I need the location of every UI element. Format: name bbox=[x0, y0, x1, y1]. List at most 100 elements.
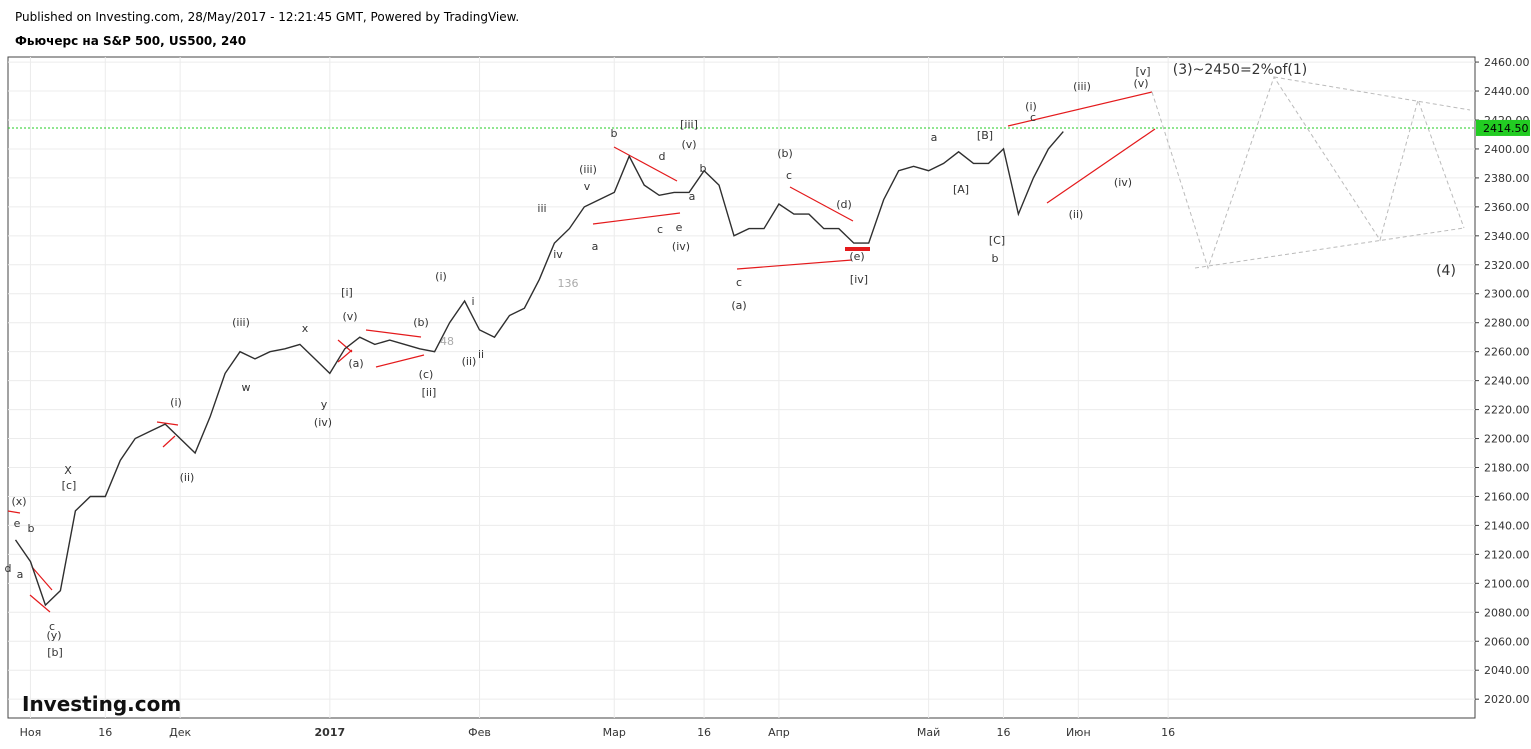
wave-label: (ii) bbox=[180, 471, 195, 484]
x-tick-label: Мар bbox=[603, 726, 626, 739]
wave-label: (i) bbox=[170, 396, 182, 409]
wave-label: [v] bbox=[1135, 65, 1150, 78]
y-tick-label: 2040.00 bbox=[1484, 664, 1530, 677]
wave-label: c bbox=[657, 223, 663, 236]
wave-label: c bbox=[736, 276, 742, 289]
x-tick-label: Июн bbox=[1066, 726, 1091, 739]
x-tick-label: 16 bbox=[98, 726, 112, 739]
wave-label: [b] bbox=[47, 646, 63, 659]
y-tick-label: 2440.00 bbox=[1484, 85, 1530, 98]
wave-label: e bbox=[676, 221, 683, 234]
x-tick-label: Апр bbox=[768, 726, 790, 739]
wave-label: (ii) bbox=[462, 355, 477, 368]
wave-label: (b) bbox=[777, 147, 793, 160]
wave-label: (v) bbox=[342, 310, 357, 323]
y-tick-label: 2180.00 bbox=[1484, 462, 1530, 475]
wave-label: [B] bbox=[977, 129, 993, 142]
y-tick-label: 2260.00 bbox=[1484, 346, 1530, 359]
wave-label: d bbox=[659, 150, 666, 163]
wave-label: i bbox=[471, 295, 474, 308]
wave-label: a bbox=[17, 568, 24, 581]
y-tick-label: 2160.00 bbox=[1484, 490, 1530, 503]
wave-label: ii bbox=[478, 348, 484, 361]
wave-label: [c] bbox=[62, 479, 77, 492]
logo: Investing.com bbox=[22, 692, 181, 716]
wave-label: (3)~2450=2%of(1) bbox=[1173, 62, 1307, 78]
last-price-box bbox=[1476, 119, 1530, 136]
wave-label: (a) bbox=[348, 357, 363, 370]
wave-label: (iv) bbox=[672, 240, 690, 253]
y-tick-label: 2300.00 bbox=[1484, 288, 1530, 301]
wave-label: (x) bbox=[11, 495, 26, 508]
chart-title: Фьючерс на S&P 500, US500, 240 bbox=[15, 34, 246, 48]
y-tick-label: 2320.00 bbox=[1484, 259, 1530, 272]
wave-label: (4) bbox=[1436, 263, 1456, 279]
wave-label: (iii) bbox=[232, 316, 250, 329]
wave-label: (e) bbox=[849, 250, 864, 263]
wave-label: [iii] bbox=[680, 118, 698, 131]
wave-label: [i] bbox=[341, 286, 353, 299]
x-tick-label: 2017 bbox=[315, 726, 346, 739]
projection bbox=[1151, 75, 1471, 270]
y-tick-label: 2100.00 bbox=[1484, 577, 1530, 590]
y-tick-label: 2280.00 bbox=[1484, 317, 1530, 330]
trendlines bbox=[7, 91, 1156, 613]
published: Published on Investing.com, 28/May/2017 … bbox=[15, 10, 519, 24]
y-tick-label: 2380.00 bbox=[1484, 172, 1530, 185]
y-tick-label: 2020.00 bbox=[1484, 693, 1530, 706]
wave-label: (iv) bbox=[1114, 176, 1132, 189]
wave-label: b bbox=[992, 252, 999, 265]
wave-label: a bbox=[931, 131, 938, 144]
wave-label: b bbox=[611, 127, 618, 140]
y-tick-label: 2360.00 bbox=[1484, 201, 1530, 214]
wave-label: [C] bbox=[989, 234, 1005, 247]
y-tick-label: 2240.00 bbox=[1484, 375, 1530, 388]
wave-label: c bbox=[786, 169, 792, 182]
wave-label: x bbox=[302, 322, 309, 335]
wave-label: iv bbox=[553, 248, 563, 261]
y-tick-label: 2400.00 bbox=[1484, 143, 1530, 156]
wave-label: (y) bbox=[46, 629, 61, 642]
x-tick-label: Дек bbox=[169, 726, 191, 739]
wave-label: (i) bbox=[1025, 100, 1037, 113]
wave-label: iii bbox=[537, 202, 546, 215]
wave-label: d bbox=[5, 562, 12, 575]
wave-label: (v) bbox=[1133, 77, 1148, 90]
x-tick-label: 16 bbox=[996, 726, 1010, 739]
wave-label: (d) bbox=[836, 198, 852, 211]
wave-label: (v) bbox=[681, 138, 696, 151]
y-tick-label: 2200.00 bbox=[1484, 433, 1530, 446]
x-tick-label: Фев bbox=[468, 726, 491, 739]
wave-label: y bbox=[321, 398, 328, 411]
wave-label: a bbox=[689, 190, 696, 203]
x-tick-label: 16 bbox=[697, 726, 711, 739]
wave-label: v bbox=[584, 180, 591, 193]
y-tick-label: 2060.00 bbox=[1484, 635, 1530, 648]
wave-label: (iii) bbox=[579, 163, 597, 176]
y-tick-label: 2080.00 bbox=[1484, 606, 1530, 619]
wave-label: X bbox=[64, 464, 72, 477]
wave-label: (iv) bbox=[314, 416, 332, 429]
wave-label: [A] bbox=[953, 183, 969, 196]
wave-label: e bbox=[14, 517, 21, 530]
wave-label: (i) bbox=[435, 270, 447, 283]
wave-label: (c) bbox=[419, 368, 434, 381]
wave-label: [ii] bbox=[422, 386, 437, 399]
wave-label: w bbox=[242, 381, 251, 394]
y-tick-label: 2460.00 bbox=[1484, 56, 1530, 69]
y-tick-label: 2120.00 bbox=[1484, 548, 1530, 561]
wave-label: a bbox=[592, 240, 599, 253]
wave-label: b bbox=[28, 522, 35, 535]
plot-frame bbox=[7, 56, 1476, 719]
last-price-label: 2414.50 bbox=[1483, 122, 1529, 135]
wave-label: (iii) bbox=[1073, 80, 1091, 93]
wave-label: [iv] bbox=[850, 273, 868, 286]
x-tick-label: Май bbox=[917, 726, 940, 739]
y-tick-label: 2140.00 bbox=[1484, 519, 1530, 532]
x-tick-label: Ноя bbox=[20, 726, 42, 739]
wave-label: (ii) bbox=[1069, 208, 1084, 221]
wave-label: (a) bbox=[731, 299, 746, 312]
wave-label: 136 bbox=[558, 277, 579, 290]
